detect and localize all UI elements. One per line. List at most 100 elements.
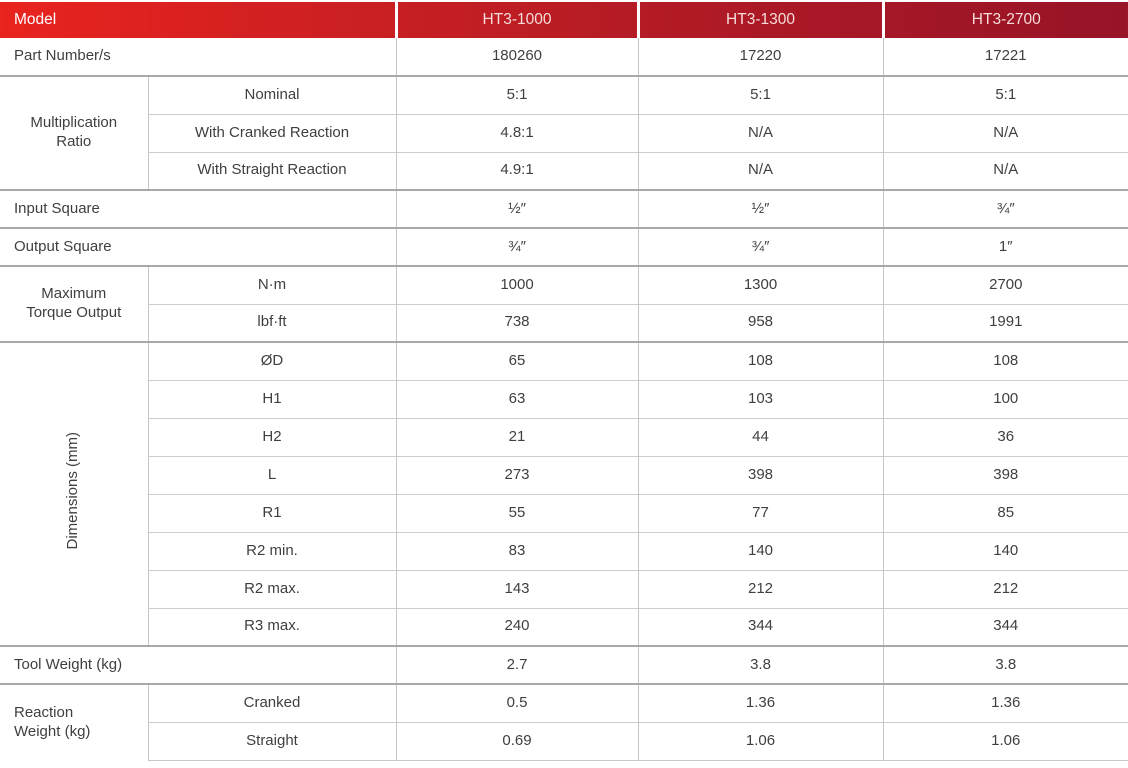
sub-row-label: ØD [147,341,396,380]
value-cell: 2700 [882,265,1128,304]
table-row-dim-r3max: R3 max. 240 344 344 [0,607,1128,646]
value-cell: ¾″ [637,227,883,266]
table-row-part-number: Part Number/s 180260 17220 17221 [0,38,1128,76]
value-cell: 103 [637,379,883,418]
table-row-dim-r2min: R2 min. 83 140 140 [0,531,1128,570]
value-cell: 958 [637,303,883,342]
table-row-dim-h1: H1 63 103 100 [0,379,1128,418]
table-row-ratio-nominal: Multiplication Ratio Nominal 5:1 5:1 5:1 [0,75,1128,190]
value-cell: 212 [637,569,883,608]
table-row-dim-l: L 273 398 398 [0,455,1128,494]
value-cell: 240 [395,607,638,646]
value-cell: 4.8:1 [395,113,638,152]
table-row-reaction-cranked: Reaction Weight (kg) Cranked 0.5 1.36 1.… [0,683,1128,760]
value-cell: 398 [637,455,883,494]
row-label: Tool Weight (kg) [0,645,396,684]
sub-row-label: lbf·ft [147,303,396,342]
row-label: Input Square [0,189,396,228]
row-label: Output Square [0,227,396,266]
value-cell: 83 [395,531,638,570]
sub-row-label: With Cranked Reaction [147,113,396,152]
table-row-torque-nm: Maximum Torque Output N·m 1000 1300 2700 [0,265,1128,342]
value-cell: 5:1 [882,75,1128,114]
sub-row-label: With Straight Reaction [147,151,396,190]
value-cell: 17221 [882,38,1128,76]
value-cell: 36 [882,417,1128,456]
sub-row-label: Nominal [147,75,396,114]
value-cell: 5:1 [395,75,638,114]
value-cell: 1.06 [637,721,883,761]
value-cell: 0.5 [395,683,638,722]
model-header: Model [0,2,396,38]
table-row-dim-h2: H2 21 44 36 [0,417,1128,456]
value-cell: 344 [637,607,883,646]
value-cell: 180260 [395,38,638,76]
value-cell: N/A [637,151,883,190]
sub-row-label: H1 [147,379,396,418]
sub-row-label: L [147,455,396,494]
sub-row-label: H2 [147,417,396,456]
value-cell: N/A [882,113,1128,152]
value-cell: 5:1 [637,75,883,114]
value-cell: 17220 [637,38,883,76]
value-cell: 77 [637,493,883,532]
value-cell: 55 [395,493,638,532]
value-cell: 108 [637,341,883,380]
value-cell: 3.8 [882,645,1128,684]
table-row-dim-r2max: R2 max. 143 212 212 [0,569,1128,608]
sub-row-label: Cranked [147,683,396,722]
value-cell: 212 [882,569,1128,608]
value-cell: ¾″ [395,227,638,266]
header-row: Model HT3-1000 HT3-1300 HT3-2700 [0,2,1128,38]
value-cell: 4.9:1 [395,151,638,190]
table-row-dim-r1: R1 55 77 85 [0,493,1128,532]
column-header-ht3-2700: HT3-2700 [881,2,1128,38]
value-cell: 1″ [882,227,1128,266]
value-cell: ½″ [637,189,883,228]
table-row-dim-d: Dimensions (mm) ØD 65 108 108 [0,341,1128,646]
group-label-reaction-weight: Reaction Weight (kg) [0,683,148,760]
sub-row-label: R1 [147,493,396,532]
sub-row-label: R2 max. [147,569,396,608]
table-row-ratio-straight: With Straight Reaction 4.9:1 N/A N/A [0,151,1128,190]
value-cell: 1000 [395,265,638,304]
table-row-output-square: Output Square ¾″ ¾″ 1″ [0,227,1128,266]
value-cell: 398 [882,455,1128,494]
sub-row-label: Straight [147,721,396,761]
value-cell: 1300 [637,265,883,304]
value-cell: 65 [395,341,638,380]
value-cell: 2.7 [395,645,638,684]
value-cell: N/A [637,113,883,152]
value-cell: 140 [882,531,1128,570]
value-cell: 21 [395,417,638,456]
sub-row-label: R3 max. [147,607,396,646]
value-cell: ¾″ [882,189,1128,228]
column-header-ht3-1300: HT3-1300 [636,2,883,38]
value-cell: ½″ [395,189,638,228]
group-label-max-torque: Maximum Torque Output [0,265,148,342]
value-cell: 1.36 [637,683,883,722]
sub-row-label: R2 min. [147,531,396,570]
value-cell: 273 [395,455,638,494]
table-row-tool-weight: Tool Weight (kg) 2.7 3.8 3.8 [0,645,1128,684]
value-cell: 44 [637,417,883,456]
group-label-multiplication-ratio: Multiplication Ratio [0,75,148,190]
value-cell: 63 [395,379,638,418]
table-row-torque-lbfft: lbf·ft 738 958 1991 [0,303,1128,342]
value-cell: 108 [882,341,1128,380]
value-cell: 738 [395,303,638,342]
group-label-dimensions: Dimensions (mm) [0,341,148,646]
value-cell: 1991 [882,303,1128,342]
table-row-input-square: Input Square ½″ ½″ ¾″ [0,189,1128,228]
value-cell: 100 [882,379,1128,418]
column-header-ht3-1000: HT3-1000 [394,2,638,38]
row-label: Part Number/s [14,47,111,65]
value-cell: 0.69 [395,721,638,761]
value-cell: N/A [882,151,1128,190]
sub-row-label: N·m [147,265,396,304]
value-cell: 140 [637,531,883,570]
table-row-ratio-cranked: With Cranked Reaction 4.8:1 N/A N/A [0,113,1128,152]
value-cell: 1.06 [882,721,1128,761]
value-cell: 143 [395,569,638,608]
